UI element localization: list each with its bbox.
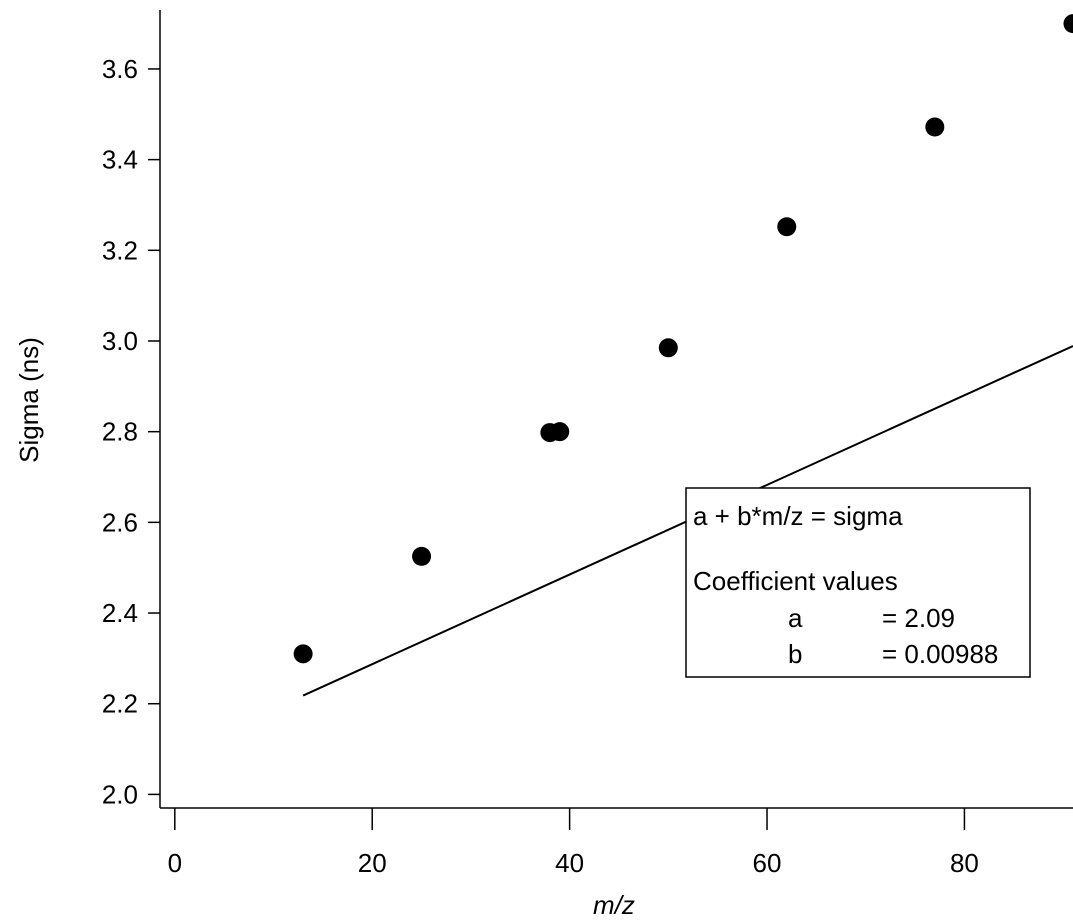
- data-point: [1063, 14, 1073, 34]
- data-point: [550, 422, 570, 442]
- y-tick-label: 2.2: [102, 689, 138, 719]
- y-tick-label: 2.6: [102, 507, 138, 537]
- legend-coef-b-name: b: [788, 639, 802, 669]
- legend-coef-b-value: = 0.00988: [882, 639, 998, 669]
- x-tick-label: 80: [950, 848, 979, 878]
- y-tick-label: 3.4: [102, 145, 138, 175]
- legend-coef-a-value: = 2.09: [882, 603, 955, 633]
- x-tick-label: 20: [358, 848, 387, 878]
- x-tick-label: 0: [168, 848, 182, 878]
- y-tick-label: 2.8: [102, 417, 138, 447]
- data-point: [777, 217, 797, 237]
- x-axis-title: m/z: [593, 890, 635, 920]
- legend-coefficient-header: Coefficient values: [693, 566, 898, 596]
- legend-coef-a-name: a: [788, 603, 803, 633]
- x-tick-label: 40: [555, 848, 584, 878]
- y-axis-title: Sigma (ns): [14, 337, 44, 463]
- data-point: [925, 117, 945, 137]
- y-tick-label: 2.0: [102, 779, 138, 809]
- data-point: [293, 644, 313, 664]
- legend-equation: a + b*m/z = sigma: [693, 501, 903, 531]
- y-tick-label: 3.2: [102, 235, 138, 265]
- x-tick-label: 60: [753, 848, 782, 878]
- y-tick-label: 3.0: [102, 326, 138, 356]
- fit-legend-box: a + b*m/z = sigma Coefficient values a =…: [685, 487, 1031, 678]
- y-tick-label: 2.4: [102, 598, 138, 628]
- legend-frame: [685, 487, 1031, 678]
- data-point: [412, 546, 432, 566]
- y-tick-label: 3.6: [102, 54, 138, 84]
- data-point: [658, 338, 678, 358]
